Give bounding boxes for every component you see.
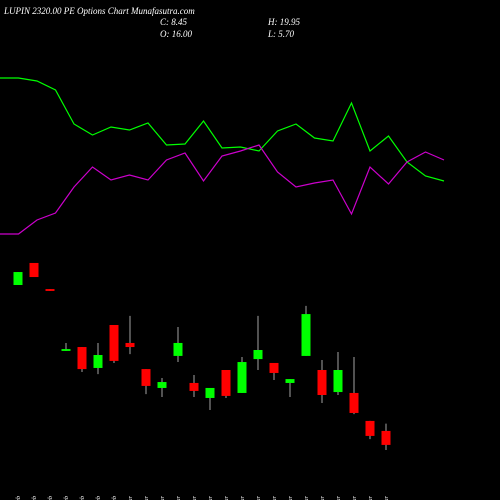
x-tick-label: 03 Mar	[128, 495, 134, 500]
x-tick-label: 24 Mar	[351, 495, 358, 500]
candle-body	[29, 262, 39, 278]
x-tick-label: 19 Feb	[32, 496, 38, 500]
chart-title: LUPIN 2320.00 PE Options Chart Munafasut…	[3, 6, 195, 16]
candle-body	[141, 369, 151, 386]
candle-body	[285, 379, 295, 383]
x-tick-label: 06 Mar	[176, 495, 182, 500]
x-tick-label: 27 Mar	[384, 495, 390, 500]
x-tick-label: 19 Mar	[304, 495, 310, 500]
x-tick-label: 20 Feb	[48, 496, 54, 500]
x-tick-label: 27 Feb	[96, 496, 102, 500]
x-tick-label: 05 Mar	[160, 495, 166, 500]
candle-body	[301, 314, 311, 356]
candle-body	[77, 347, 87, 370]
candle-body	[13, 272, 23, 285]
x-tick-label: 10 Mar	[208, 495, 214, 500]
candle-body	[381, 430, 391, 445]
x-tick-label: 18 Feb	[16, 496, 22, 500]
candle-body	[173, 342, 183, 356]
candle-body	[61, 349, 71, 351]
candle-body	[109, 325, 119, 361]
x-tick-label: 07 Mar	[192, 495, 198, 500]
x-tick-label: 04 Mar	[143, 495, 150, 500]
x-tick-label: 25 Mar	[368, 495, 374, 500]
candle-body	[157, 382, 167, 388]
info-open: O: 16.00	[160, 29, 192, 39]
candle-body	[125, 342, 135, 348]
candle-body	[221, 370, 231, 396]
info-high: H: 19.95	[267, 17, 300, 27]
x-tick-label: 21 Feb	[64, 496, 70, 500]
candle-body	[317, 370, 327, 395]
x-tick-label: 13 Mar	[256, 495, 262, 500]
x-tick-label: 28 Feb	[112, 496, 118, 500]
indicator-line	[0, 77, 445, 182]
candle-body	[269, 362, 279, 373]
x-tick-label: 21 Mar	[336, 495, 342, 500]
info-low: L: 5.70	[267, 29, 295, 39]
info-close: C: 8.45	[160, 17, 188, 27]
candle-body	[333, 370, 343, 393]
x-tick-label: 12 Mar	[240, 495, 246, 500]
candle-body	[253, 350, 263, 360]
candle-body	[189, 382, 199, 391]
candle-body	[365, 420, 375, 436]
candle-body	[237, 362, 247, 393]
x-tick-label: 17 Mar	[272, 495, 278, 500]
candle-body	[349, 392, 359, 413]
candle-body	[93, 355, 103, 368]
indicator-line	[0, 144, 445, 235]
candle-body	[45, 289, 55, 291]
x-tick-label: 20 Mar	[320, 495, 326, 500]
x-tick-label: 18 Mar	[288, 495, 294, 500]
x-tick-label: 11 Mar	[224, 495, 230, 500]
candle-body	[205, 387, 215, 398]
x-tick-label: 24 Feb	[79, 496, 86, 500]
